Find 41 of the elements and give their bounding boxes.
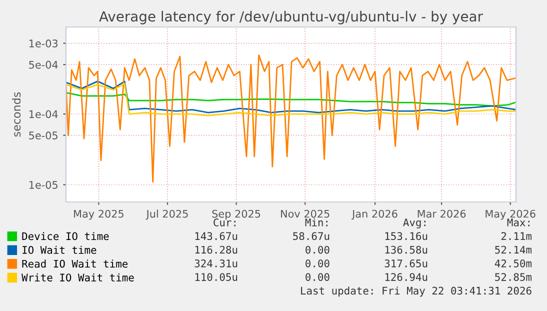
text: 52.14m: [495, 246, 532, 254]
x-tick-label: May 2025: [74, 210, 124, 220]
x-tick-label: Jan 2026: [352, 210, 398, 220]
y-tick-label: 5e-04: [29, 60, 58, 69]
text: 42.50m: [494, 259, 532, 268]
text: 2.11m: [501, 232, 532, 240]
text: 136.58u: [385, 246, 428, 254]
line-series: [66, 54, 516, 183]
text: Max:: [507, 218, 530, 226]
text: Avg:: [403, 218, 426, 228]
legend-label: Device IO time: [22, 232, 109, 240]
text: 110.05u: [195, 273, 238, 281]
text: 126.94u: [385, 273, 428, 281]
text: Cur:: [214, 218, 236, 226]
chart-title: Average latency for /dev/ubuntu-vg/ubuntu-lv - by year: [99, 10, 483, 24]
legend-label: IO Wait time: [22, 246, 96, 254]
x-tick-label: Sep 2025: [212, 210, 260, 220]
legend-label: Write IO Wait time: [22, 273, 134, 282]
text: 153.16u: [385, 232, 428, 240]
y-axis-title: seconds: [12, 92, 21, 137]
text: 0.00: [306, 259, 330, 268]
text: Last update: Fri May 22 03:41:31 2026: [301, 286, 532, 297]
legend-label: Read IO Wait time: [22, 260, 128, 268]
y-tick-label: 1e-03: [29, 40, 58, 48]
x-tick-label: Jul 2025: [146, 210, 188, 220]
y-tick-label: 1e-04: [29, 110, 58, 118]
text: 116.28u: [195, 246, 238, 254]
text: 0.00: [306, 273, 330, 281]
x-tick-label: Nov 2025: [281, 210, 330, 218]
y-tick-label: 5e-05: [29, 132, 58, 140]
x-tick-label: May 2026: [486, 210, 536, 220]
text: 143.67u: [195, 232, 238, 240]
line-series: [66, 92, 516, 107]
text: 317.65u: [384, 259, 428, 268]
text: 324.31u: [194, 259, 238, 268]
text: 58.67u: [293, 232, 330, 240]
text: Min:: [305, 218, 328, 226]
text: 0.00: [306, 246, 330, 254]
text: 52.85m: [495, 273, 532, 281]
y-tick-label: 1e-05: [29, 180, 58, 189]
x-tick-label: Mar 2026: [418, 210, 466, 218]
